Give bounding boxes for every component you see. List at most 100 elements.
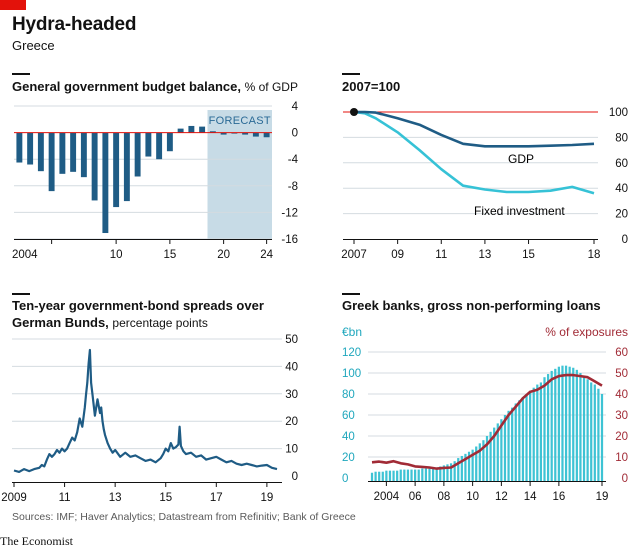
gdp-series-label: GDP (508, 152, 534, 166)
spreads-x-ticks: 2009 11 13 15 17 19 (1, 482, 273, 504)
npl-bar (464, 453, 467, 481)
npl-bar (529, 390, 532, 481)
x-tick-label: 18 (588, 249, 601, 261)
index-title: 2007=100 (342, 79, 400, 94)
budget-chart: General government budget balance, % of … (12, 73, 299, 261)
y-tick-label: 50 (285, 334, 298, 346)
npl-bar (586, 379, 589, 481)
right-y-tick-label: 10 (615, 452, 628, 464)
npl-bar (582, 376, 586, 481)
y-tick-label: 20 (285, 416, 298, 428)
x-tick-label: 09 (391, 249, 404, 261)
left-y-tick-label: 100 (342, 368, 361, 380)
left-y-tick-label: 80 (342, 389, 355, 401)
npl-bar (370, 472, 374, 481)
x-tick-label: 12 (495, 491, 508, 503)
budget-bar (220, 132, 227, 135)
npl-bar (381, 471, 384, 481)
npl-bar (403, 469, 406, 481)
x-tick-label: 24 (260, 249, 273, 261)
y-tick-label: -12 (281, 207, 298, 219)
budget-bar (102, 132, 109, 234)
x-tick-label: 11 (435, 249, 447, 261)
npl-share-line (371, 373, 603, 470)
npl-bar (550, 370, 553, 481)
y-tick-label: -16 (281, 234, 298, 246)
forecast-label: FORECAST (209, 115, 271, 127)
npl-bar (568, 366, 571, 481)
npl-bar (446, 464, 449, 481)
npl-bar (385, 470, 388, 481)
npl-bar (421, 468, 424, 481)
npl-bar (428, 468, 431, 481)
npl-bar (561, 365, 564, 481)
spreads-title-line1: Ten-year government-bond spreads over (12, 298, 264, 313)
y-tick-label: 60 (615, 158, 628, 170)
npl-bar (546, 374, 550, 481)
npl-bar (532, 387, 535, 481)
npl-bar (396, 470, 399, 481)
npl-bar (500, 419, 503, 481)
spreads-title-line2: German Bunds, percentage points (12, 315, 208, 330)
npl-bar (449, 463, 453, 481)
index-y-ticks: 100 80 60 40 20 0 (609, 107, 628, 246)
npl-bar (460, 455, 463, 481)
y-tick-label: 4 (292, 101, 299, 113)
left-y-tick-label: 60 (342, 410, 355, 422)
npl-bar (467, 451, 471, 481)
npl-bar (378, 471, 381, 481)
left-y-tick-label: 0 (342, 473, 348, 485)
x-tick-label: 16 (552, 491, 565, 503)
npl-bar (399, 469, 402, 481)
y-tick-label: 0 (292, 471, 298, 483)
npl-title: Greek banks, gross non-performing loans (342, 298, 601, 313)
npl-bar (414, 469, 417, 481)
budget-bar (80, 132, 87, 178)
budget-title-rule (12, 73, 30, 75)
x-tick-label: 10 (110, 249, 123, 261)
index-x-ticks: 2007 09 11 13 15 18 (341, 239, 600, 261)
budget-bar (199, 126, 206, 133)
budget-bar (145, 132, 152, 157)
npl-bar (511, 407, 514, 481)
y-tick-label: 20 (615, 209, 628, 221)
x-tick-label: 2004 (374, 491, 400, 503)
npl-bar (453, 461, 456, 481)
x-tick-label: 15 (522, 249, 535, 261)
x-tick-label: 13 (479, 249, 492, 261)
budget-bar (209, 131, 216, 133)
spreads-line (13, 348, 278, 473)
npl-bar (489, 431, 492, 481)
npl-bar (431, 467, 435, 481)
gdp-line (354, 110, 595, 148)
npl-bar (435, 467, 438, 481)
budget-bar (188, 125, 195, 133)
npl-bar (536, 384, 539, 481)
budget-bars (16, 125, 270, 234)
npl-bar (471, 449, 474, 481)
npl-bars (370, 365, 604, 481)
npl-bar (575, 369, 578, 481)
npl-bar (417, 469, 420, 481)
y-tick-label: -8 (288, 181, 298, 193)
index-title-rule (342, 73, 360, 75)
budget-bar (177, 128, 184, 133)
spreads-y-ticks: 50 40 30 20 10 0 (285, 334, 298, 483)
budget-bar (123, 132, 130, 202)
budget-bar (70, 132, 77, 172)
x-tick-label: 17 (210, 492, 223, 504)
x-tick-label: 20 (217, 249, 230, 261)
budget-bar (242, 132, 249, 135)
budget-bar (48, 132, 55, 192)
x-tick-label: 19 (596, 491, 609, 503)
npl-bar (554, 368, 557, 481)
npl-bar (406, 469, 410, 481)
budget-bar (263, 132, 270, 138)
investment-series-label: Fixed investment (474, 204, 565, 218)
x-tick-label: 11 (59, 492, 71, 504)
npl-bar (593, 384, 596, 481)
x-tick-label: 14 (524, 491, 537, 503)
right-y-tick-label: 50 (615, 368, 628, 380)
budget-bar (134, 132, 141, 177)
